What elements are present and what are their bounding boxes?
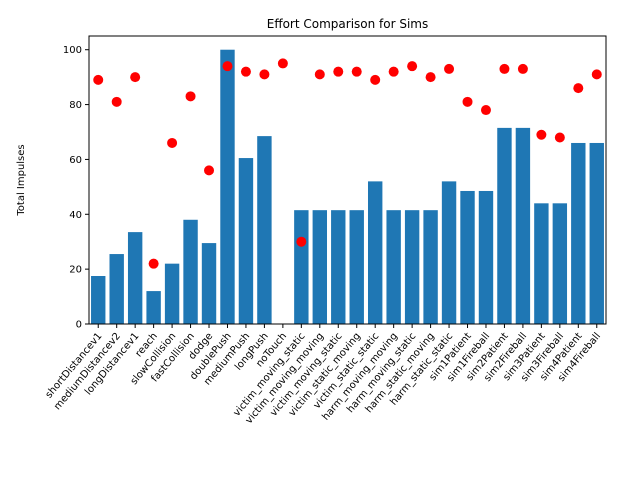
scatter-point xyxy=(388,66,399,77)
y-tick-label: 40 xyxy=(69,210,82,221)
bar xyxy=(552,203,568,324)
scatter-point xyxy=(591,69,602,80)
bar xyxy=(478,190,494,324)
bar xyxy=(201,243,217,324)
scatter-point xyxy=(93,74,104,85)
scatter-point xyxy=(444,63,455,74)
scatter-point xyxy=(185,91,196,102)
scatter-point xyxy=(536,129,547,140)
y-tick-label: 100 xyxy=(63,45,82,56)
bar xyxy=(497,127,512,324)
chart-title: Effort Comparison for Sims xyxy=(267,17,429,31)
bar xyxy=(127,232,143,324)
scatter-point xyxy=(314,69,325,80)
bar xyxy=(312,210,328,324)
scatter-point xyxy=(204,165,215,176)
bar xyxy=(534,203,549,324)
bar xyxy=(238,158,254,324)
scatter-point xyxy=(462,96,473,107)
bar xyxy=(441,181,457,324)
bar xyxy=(164,263,180,324)
scatter-point xyxy=(480,105,491,116)
bar xyxy=(571,142,586,324)
y-tick-label: 60 xyxy=(69,155,82,166)
bar xyxy=(183,219,198,324)
y-axis: 0 20 40 60 80 100 xyxy=(63,45,89,331)
scatter-point xyxy=(148,258,159,269)
bar xyxy=(91,276,106,324)
bar xyxy=(220,49,235,324)
scatter-point xyxy=(499,63,510,74)
scatter-point xyxy=(407,61,418,72)
x-axis: shortDistancev1mediumDistancev2longDista… xyxy=(44,324,603,426)
scatter-point xyxy=(370,74,381,85)
scatter-point xyxy=(130,72,141,83)
scatter-point xyxy=(425,72,436,83)
scatter-point xyxy=(240,66,251,77)
scatter-point xyxy=(277,58,288,69)
bar xyxy=(404,210,420,324)
plot-frame xyxy=(88,35,607,325)
bar xyxy=(589,142,604,324)
bars-group xyxy=(91,49,604,324)
scatter-point xyxy=(111,96,122,107)
scatter-point xyxy=(296,236,307,247)
bar xyxy=(367,181,383,324)
bar xyxy=(460,190,475,324)
bar xyxy=(423,210,438,324)
bar xyxy=(294,210,309,324)
points-group xyxy=(93,58,602,269)
scatter-point xyxy=(333,66,344,77)
y-axis-label: Total Impulses xyxy=(16,144,27,216)
scatter-point xyxy=(259,69,270,80)
scatter-point xyxy=(517,63,528,74)
bar xyxy=(331,210,346,324)
bar xyxy=(386,210,401,324)
scatter-point xyxy=(222,61,233,72)
bar xyxy=(515,127,531,324)
bar xyxy=(109,254,124,324)
y-tick-label: 20 xyxy=(69,265,82,276)
y-tick-label: 0 xyxy=(76,320,82,331)
scatter-point xyxy=(573,83,584,94)
bar xyxy=(146,291,161,324)
scatter-point xyxy=(167,137,178,148)
bar xyxy=(349,210,364,324)
bar xyxy=(257,136,272,324)
scatter-point xyxy=(554,132,565,143)
scatter-point xyxy=(351,66,362,77)
y-tick-label: 80 xyxy=(69,100,82,111)
